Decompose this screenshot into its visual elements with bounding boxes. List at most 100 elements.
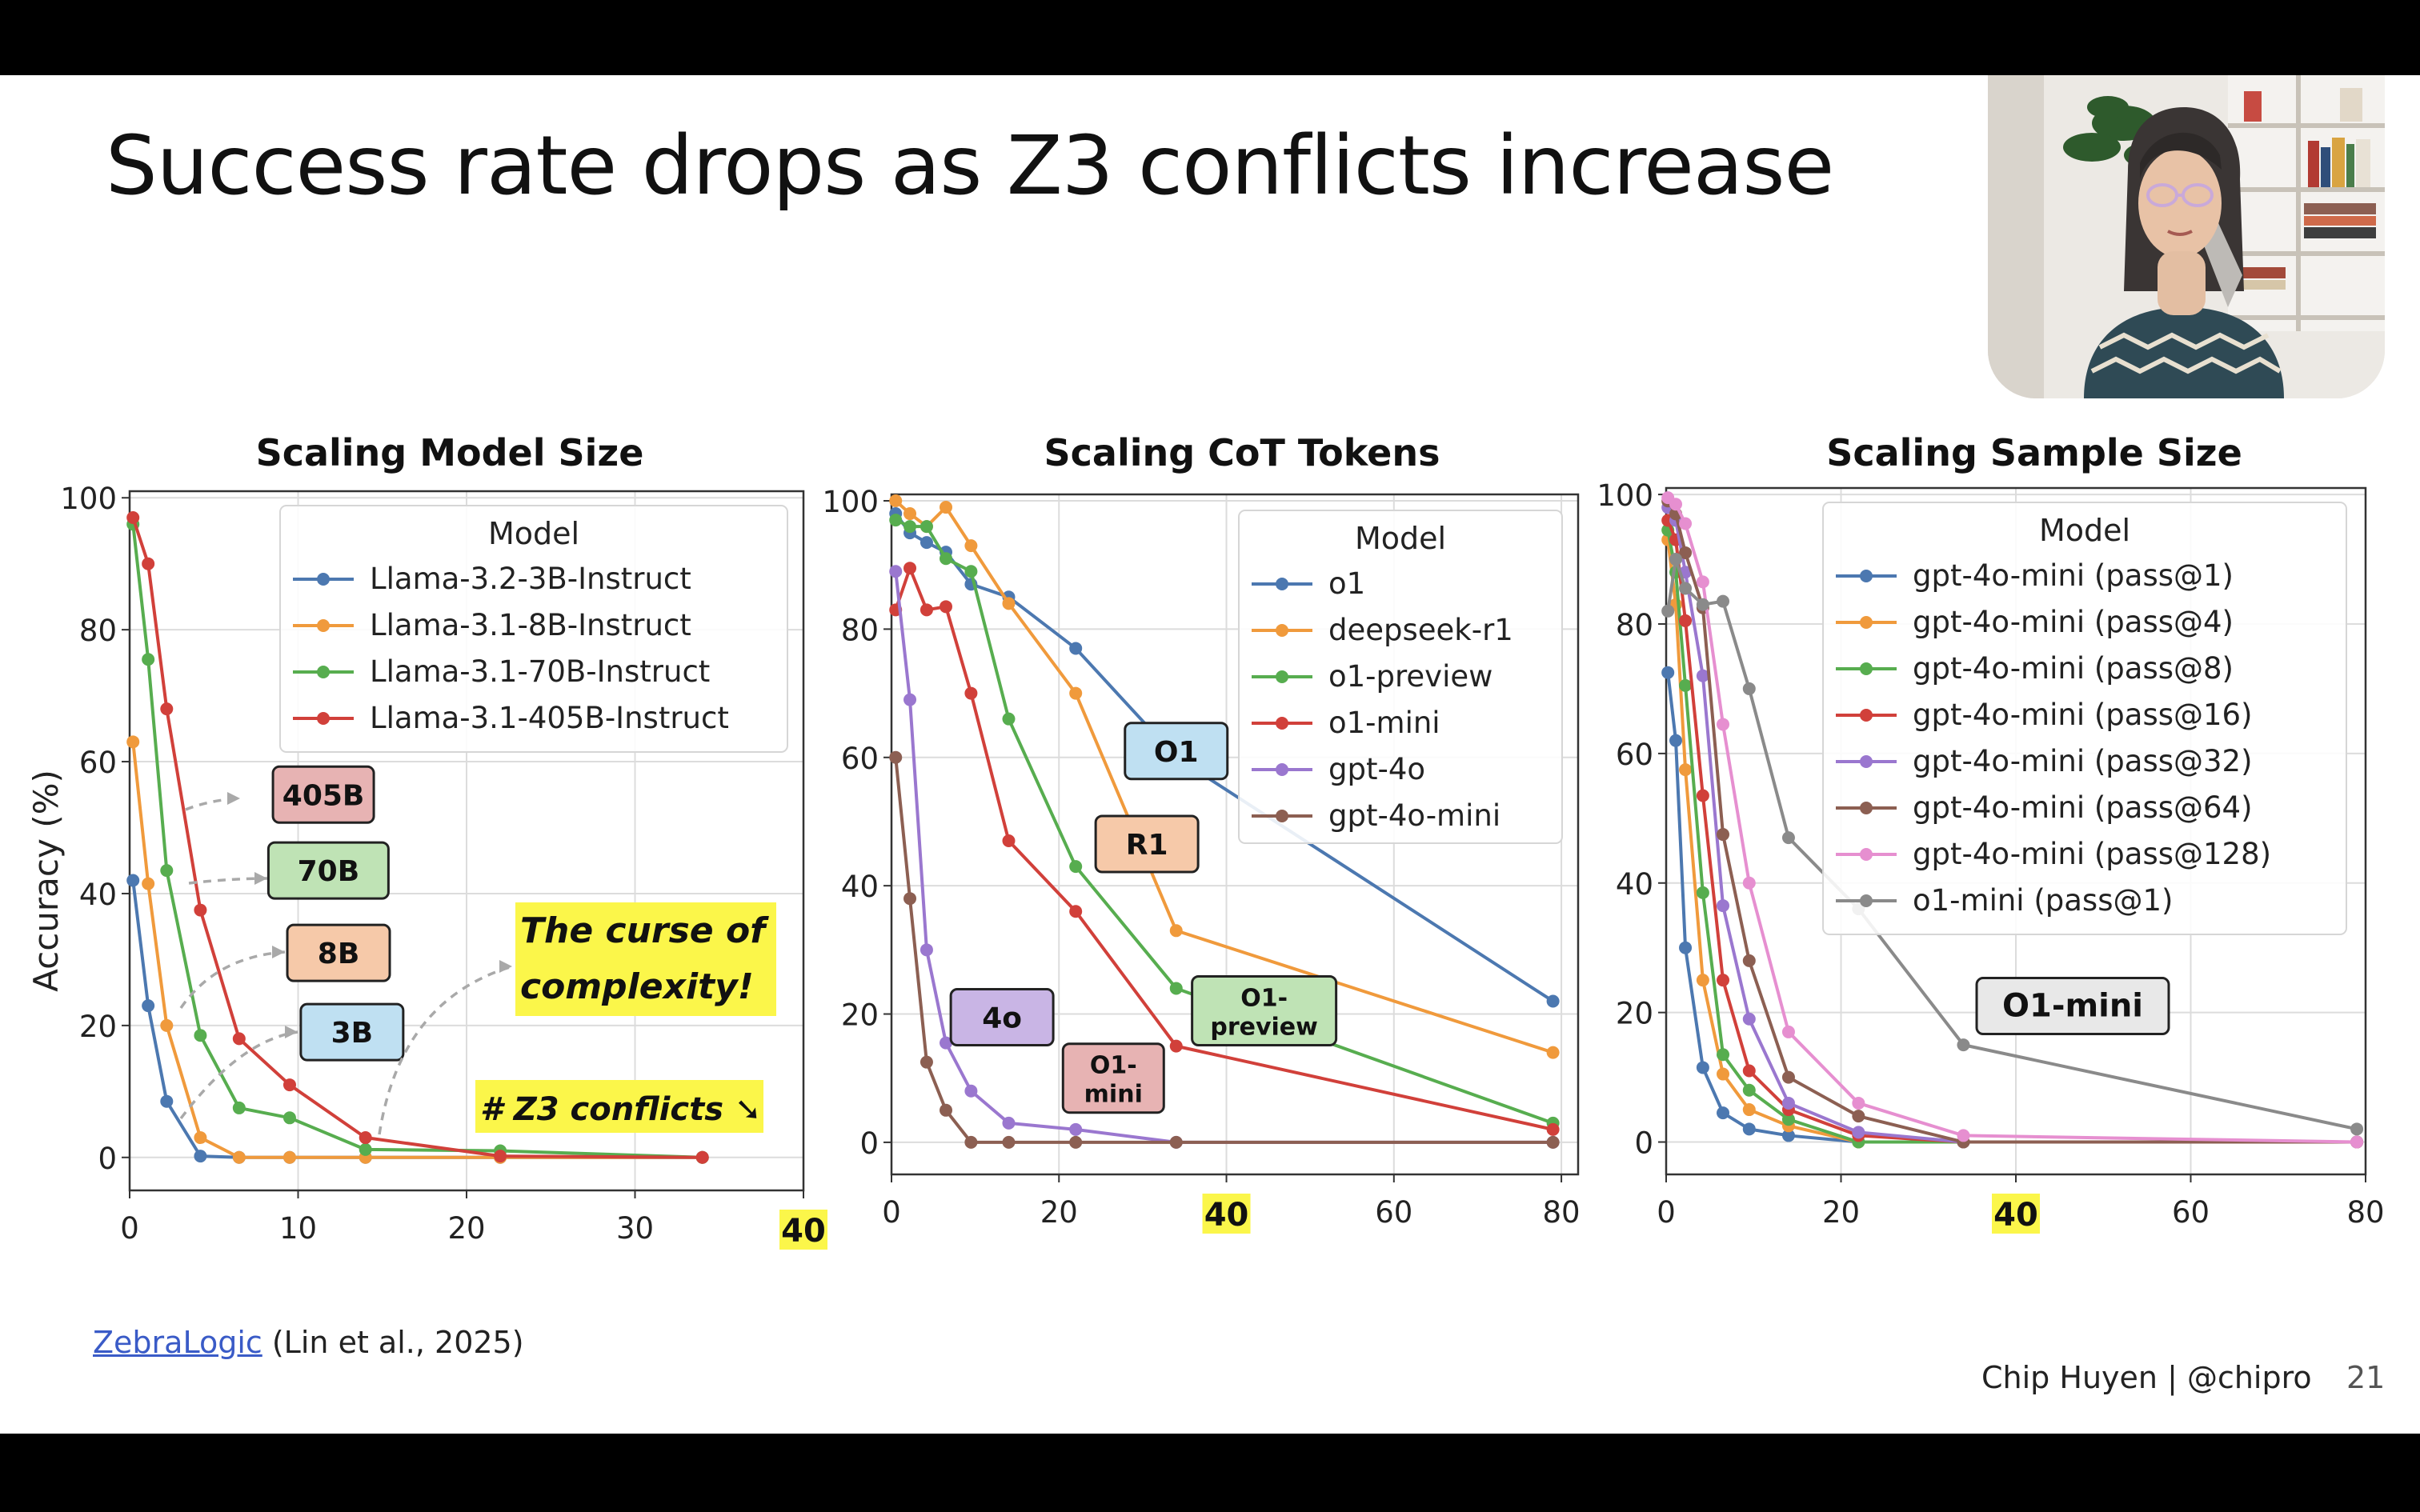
- legend-entry: gpt-4o-mini (pass@8): [1913, 651, 2234, 686]
- data-point: [1546, 1122, 1560, 1136]
- y-tick-label: 40: [841, 870, 879, 904]
- legend-title: Model: [488, 516, 579, 551]
- data-point: [1069, 860, 1083, 874]
- legend-entry: o1-preview: [1328, 659, 1492, 694]
- data-point: [194, 1150, 207, 1163]
- data-point: [1679, 614, 1693, 627]
- arrow-head: [272, 946, 285, 958]
- legend-entry: gpt-4o: [1328, 752, 1425, 786]
- data-point: [964, 1135, 978, 1149]
- y-tick-label: 100: [60, 482, 117, 516]
- data-point: [1717, 828, 1730, 842]
- data-point: [1742, 1103, 1756, 1117]
- chart-title: Scaling Model Size: [256, 431, 644, 474]
- legend-entry: gpt-4o-mini: [1328, 798, 1500, 833]
- legend-entry: Llama-3.2-3B-Instruct: [370, 562, 691, 596]
- legend-marker: [1860, 802, 1873, 814]
- data-point: [126, 510, 140, 524]
- arrow-head: [285, 1026, 298, 1038]
- data-point: [1546, 994, 1560, 1008]
- data-point: [1957, 1038, 1970, 1052]
- presenter-webcam: [1988, 75, 2385, 398]
- data-point: [232, 1150, 246, 1164]
- annotation-label: 4o: [982, 1002, 1022, 1035]
- data-point: [964, 539, 978, 553]
- legend-marker: [1860, 570, 1873, 582]
- annotation-label: O1-: [1240, 985, 1288, 1013]
- callout-text: complexity!: [520, 966, 754, 1007]
- callout-text: The curse of: [520, 910, 769, 951]
- data-point: [1002, 1116, 1016, 1130]
- data-point: [1002, 712, 1016, 726]
- y-tick-label: 60: [79, 746, 117, 780]
- data-point: [232, 1032, 246, 1046]
- data-point: [1546, 1135, 1560, 1149]
- annotation-box: [1094, 814, 1200, 874]
- x-tick-label: 60: [1375, 1195, 1412, 1230]
- x-tick-highlight: [1992, 1194, 2040, 1234]
- legend-marker: [1276, 717, 1288, 730]
- legend-entry: o1-mini: [1328, 706, 1440, 740]
- x-tick-label: 20: [1040, 1195, 1078, 1230]
- y-axis-label: Accuracy (%): [26, 770, 66, 992]
- plot-frame: [890, 493, 1580, 1176]
- x-tick-label: 20: [1822, 1195, 1860, 1230]
- data-point: [282, 1150, 296, 1164]
- y-tick-label: 40: [79, 878, 117, 912]
- arrow-8b: [179, 950, 286, 1009]
- data-point: [1002, 834, 1016, 848]
- y-tick-label: 20: [841, 998, 879, 1033]
- annotation-box: [286, 923, 391, 982]
- chart-title: Scaling CoT Tokens: [1044, 431, 1440, 474]
- annotation-box: [266, 841, 390, 900]
- data-point: [1696, 789, 1709, 802]
- series-line: [1666, 558, 2358, 1131]
- legend-entry: Llama-3.1-405B-Instruct: [370, 701, 729, 735]
- data-point: [1546, 1046, 1560, 1059]
- slide-title: Success rate drops as Z3 conflicts incre…: [106, 118, 1834, 214]
- data-point: [1669, 498, 1683, 511]
- data-point: [1669, 553, 1683, 566]
- data-point: [964, 686, 978, 700]
- legend-entry: gpt-4o-mini (pass@64): [1913, 790, 2253, 825]
- data-point: [1742, 876, 1756, 890]
- data-point: [1852, 1110, 1865, 1123]
- annotation-box: [1975, 977, 2170, 1036]
- legend-marker: [1276, 763, 1288, 776]
- y-tick-label: 20: [1616, 997, 1653, 1031]
- x-tick-label: 80: [1543, 1195, 1581, 1230]
- data-point: [232, 1101, 246, 1114]
- legend-marker: [1860, 616, 1873, 629]
- callout-text: # Z3 conflicts ➘: [480, 1091, 761, 1128]
- data-point: [1781, 1113, 1795, 1126]
- y-tick-label: 40: [1616, 867, 1653, 902]
- data-point: [1069, 1135, 1083, 1149]
- data-point: [920, 536, 933, 550]
- data-point: [1717, 594, 1730, 608]
- data-point: [940, 600, 953, 614]
- data-point: [194, 1029, 207, 1042]
- x-tick-label: 30: [616, 1211, 654, 1246]
- data-point: [1679, 582, 1693, 595]
- citation-link[interactable]: ZebraLogic: [93, 1325, 262, 1360]
- presenter-video-frame: [1988, 75, 2385, 398]
- data-point: [160, 702, 174, 716]
- data-point: [1169, 924, 1183, 938]
- data-point: [1781, 1096, 1795, 1110]
- data-point: [1717, 1067, 1730, 1081]
- y-tick-label: 0: [1634, 1126, 1653, 1161]
- data-point: [1069, 1122, 1083, 1136]
- data-point: [1069, 905, 1083, 918]
- data-point: [1717, 1048, 1730, 1062]
- data-point: [1781, 1129, 1795, 1142]
- x-tick-label: 20: [447, 1211, 485, 1246]
- data-point: [1717, 899, 1730, 913]
- data-point: [359, 1131, 372, 1145]
- annotation-label: preview: [1210, 1014, 1318, 1042]
- data-point: [1069, 686, 1083, 700]
- data-point: [2350, 1122, 2364, 1136]
- data-point: [940, 1103, 953, 1117]
- x-tick-label: 40: [781, 1213, 826, 1250]
- data-point: [126, 735, 140, 749]
- data-point: [964, 565, 978, 578]
